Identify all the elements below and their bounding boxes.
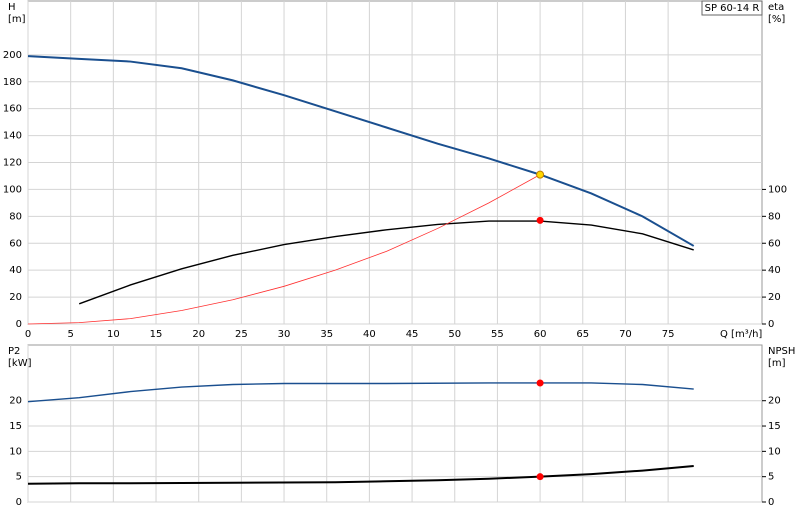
y-axis-label: [m] — [8, 14, 26, 25]
curve — [27, 174, 541, 325]
y2-tick-label: 0 — [768, 497, 774, 508]
y-axis-label: H — [8, 2, 16, 13]
y2-tick-label: 100 — [768, 184, 787, 195]
y-tick-label: 200 — [3, 50, 22, 61]
x-tick-label: 25 — [235, 329, 248, 340]
duty-point — [536, 379, 544, 387]
x-tick-label: 65 — [576, 329, 589, 340]
y-tick-label: 140 — [3, 131, 22, 142]
y-tick-label: 60 — [9, 238, 22, 249]
x-tick-label: 60 — [534, 329, 547, 340]
x-tick-label: 40 — [363, 329, 376, 340]
y-tick-label: 80 — [9, 211, 22, 222]
y2-tick-label: 80 — [768, 211, 781, 222]
y2-axis-label: eta — [768, 2, 784, 13]
y-tick-label: 180 — [3, 77, 22, 88]
y-axis-label: [kW] — [8, 358, 32, 369]
y2-axis-label: [%] — [768, 14, 785, 25]
curve — [27, 55, 695, 247]
x-tick-label: 55 — [491, 329, 504, 340]
x-axis-label: Q [m³/h] — [720, 329, 762, 340]
curve — [78, 220, 694, 305]
y2-tick-label: 10 — [768, 446, 781, 457]
x-tick-label: 30 — [278, 329, 291, 340]
y-tick-label: 100 — [3, 184, 22, 195]
y-tick-label: 5 — [16, 472, 22, 483]
x-tick-label: 45 — [406, 329, 419, 340]
y-axis-label: P2 — [8, 346, 20, 357]
curve — [27, 382, 694, 403]
y2-tick-label: 60 — [768, 238, 781, 249]
y2-tick-label: 20 — [768, 292, 781, 303]
curve — [27, 465, 694, 485]
y2-axis-label: [m] — [768, 358, 786, 369]
y-tick-label: 20 — [9, 292, 22, 303]
y-tick-label: 15 — [9, 421, 22, 432]
y2-tick-label: 5 — [768, 472, 774, 483]
plot-area — [27, 344, 763, 503]
y-tick-label: 20 — [9, 396, 22, 407]
duty-point — [536, 216, 544, 224]
y-tick-label: 40 — [9, 265, 22, 276]
x-tick-label: 70 — [619, 329, 632, 340]
title-box — [701, 0, 763, 16]
y-tick-label: 0 — [16, 497, 22, 508]
duty-point — [536, 170, 545, 179]
x-tick-label: 10 — [107, 329, 120, 340]
y-tick-label: 0 — [16, 319, 22, 330]
duty-point — [536, 473, 544, 481]
y-tick-label: 160 — [3, 104, 22, 115]
y-tick-label: 120 — [3, 158, 22, 169]
y2-tick-label: 0 — [768, 319, 774, 330]
x-tick-label: 20 — [192, 329, 205, 340]
x-tick-label: 5 — [67, 329, 73, 340]
chart-title: SP 60-14 R — [705, 3, 760, 14]
y2-axis-label: NPSH — [768, 346, 795, 357]
x-tick-label: 0 — [25, 329, 31, 340]
x-tick-label: 15 — [150, 329, 163, 340]
y2-tick-label: 20 — [768, 396, 781, 407]
x-tick-label: 50 — [448, 329, 461, 340]
x-tick-label: 75 — [662, 329, 675, 340]
y2-tick-label: 40 — [768, 265, 781, 276]
y2-tick-label: 15 — [768, 421, 781, 432]
y-tick-label: 10 — [9, 446, 22, 457]
x-tick-label: 35 — [320, 329, 333, 340]
